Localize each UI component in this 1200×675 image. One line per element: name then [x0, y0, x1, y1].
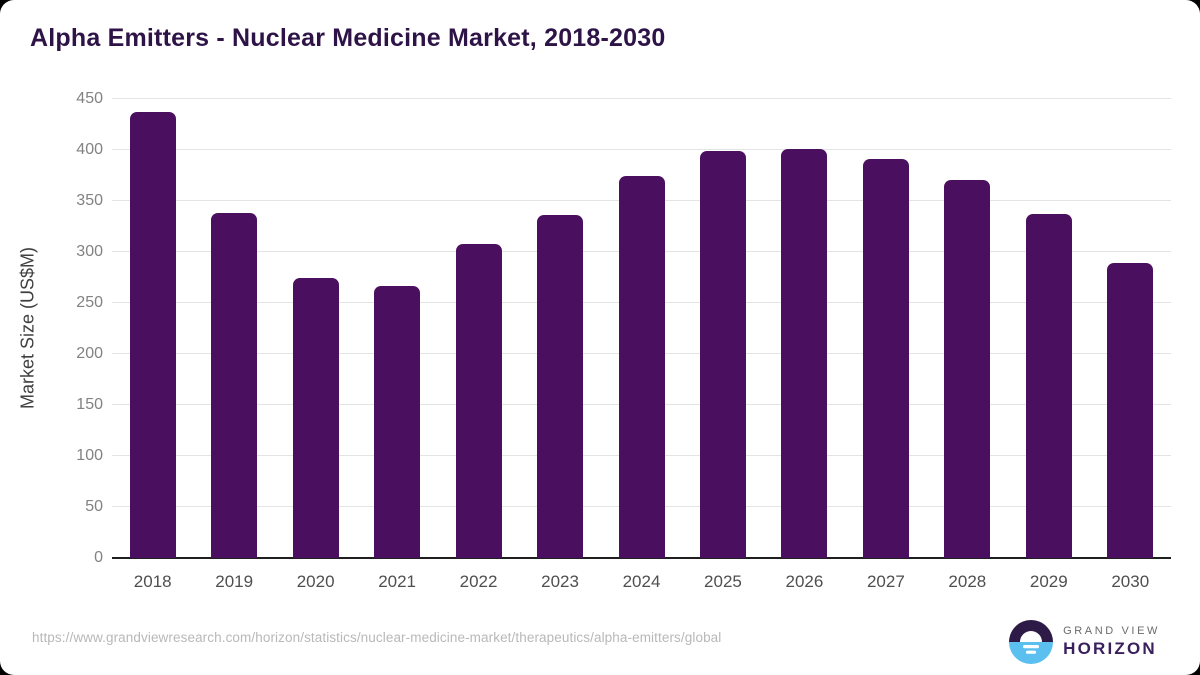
chart-title: Alpha Emitters - Nuclear Medicine Market…: [30, 24, 666, 52]
x-tick-label: 2024: [622, 572, 661, 591]
x-tick-label: 2026: [785, 572, 824, 591]
y-tick-label: 450: [76, 90, 103, 107]
bar-2029: [1025, 214, 1072, 558]
y-tick-label: 350: [76, 192, 103, 209]
x-tick-label: 2020: [296, 572, 335, 591]
x-tick-label: 2019: [215, 572, 254, 591]
bar-2022: [455, 243, 502, 558]
y-tick-label: 250: [76, 294, 103, 311]
x-tick-label: 2027: [866, 572, 905, 591]
x-tick-label: 2018: [133, 572, 172, 591]
x-tick-label: 2030: [1111, 572, 1150, 591]
plot-area: [112, 98, 1171, 559]
horizon-sun-icon: [1009, 620, 1054, 664]
y-tick-label: 400: [76, 141, 103, 158]
bar-2026: [781, 148, 828, 558]
logo-product-name: HORIZON: [1063, 639, 1157, 658]
y-tick-label: 50: [85, 498, 103, 515]
y-tick-label: 300: [76, 243, 103, 260]
x-tick-label: 2025: [704, 572, 742, 591]
logo-text: GRAND VIEW HORIZON: [1063, 625, 1160, 659]
x-tick-label: 2028: [948, 572, 987, 591]
y-tick-label: 0: [94, 549, 103, 566]
x-tick-label: 2029: [1029, 572, 1068, 591]
gridline: [112, 98, 1171, 99]
x-axis-line: [112, 557, 1171, 559]
logo-brand-name: GRAND VIEW: [1063, 625, 1160, 637]
x-axis-tick-labels: 2018 2019 2020 2021 2022 2023 2024 2025 2026 2027…: [112, 566, 1171, 594]
gridline: [112, 149, 1171, 150]
bar-2020: [292, 277, 339, 558]
y-tick-label: 150: [76, 396, 103, 413]
bar-2027: [862, 159, 909, 558]
bar-2018: [129, 112, 176, 558]
x-tick-label: 2021: [378, 572, 417, 591]
y-axis-tick-labels: 0 50 100 150 200 250 300 350 400 450: [0, 90, 103, 566]
bar-2019: [211, 213, 258, 558]
y-tick-label: 200: [76, 345, 103, 362]
bar-2021: [374, 285, 421, 558]
bar-2030: [1107, 263, 1154, 558]
bar-2025: [699, 151, 746, 558]
source-url: https://www.grandviewresearch.com/horizo…: [32, 630, 722, 645]
bar-2024: [618, 175, 665, 558]
x-tick-label: 2022: [459, 572, 498, 591]
bar-2023: [537, 215, 584, 558]
grand-view-horizon-logo: GRAND VIEW HORIZON: [1009, 620, 1160, 664]
y-tick-label: 100: [76, 447, 103, 464]
bar-2028: [944, 179, 991, 558]
x-tick-label: 2023: [541, 572, 579, 591]
